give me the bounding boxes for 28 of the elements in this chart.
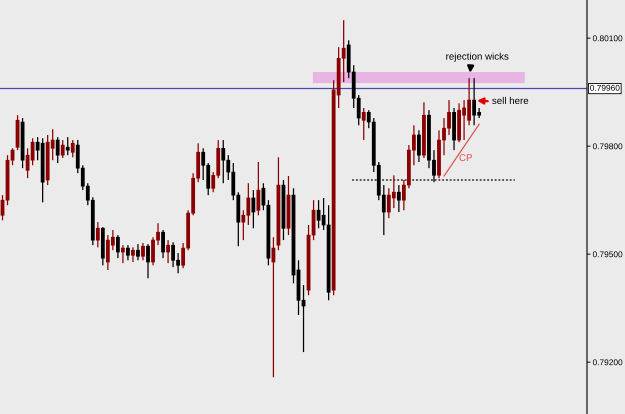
candlestick bbox=[56, 136, 60, 164]
y-tick-label: 0.80100 bbox=[592, 35, 622, 42]
ref-line-label: 0.79960 bbox=[590, 84, 620, 91]
candlestick bbox=[146, 243, 150, 279]
candlestick bbox=[251, 189, 256, 229]
candlestick bbox=[121, 244, 125, 264]
y-tick-label: 0.79500 bbox=[592, 251, 622, 258]
candlestick bbox=[60, 139, 65, 159]
candlestick bbox=[96, 221, 100, 248]
candlestick bbox=[272, 236, 276, 378]
candlestick bbox=[116, 234, 120, 259]
candlestick bbox=[141, 242, 145, 261]
candlestick bbox=[396, 184, 401, 213]
candlestick bbox=[166, 239, 170, 264]
y-tick-label: 0.79800 bbox=[592, 143, 622, 150]
candlestick bbox=[136, 243, 140, 261]
candlestick bbox=[131, 246, 135, 263]
candlestick bbox=[362, 107, 366, 141]
y-tick-label: 0.79200 bbox=[592, 359, 622, 366]
series-label: CP bbox=[459, 154, 472, 162]
candlestick bbox=[256, 161, 260, 216]
candlestick bbox=[126, 244, 130, 261]
candlestick bbox=[66, 136, 70, 156]
candlestick bbox=[417, 130, 421, 163]
annotation: sell here bbox=[492, 96, 528, 104]
annotation: rejection wicks bbox=[446, 52, 508, 62]
candlestick bbox=[161, 229, 165, 259]
candlestick bbox=[70, 139, 75, 158]
